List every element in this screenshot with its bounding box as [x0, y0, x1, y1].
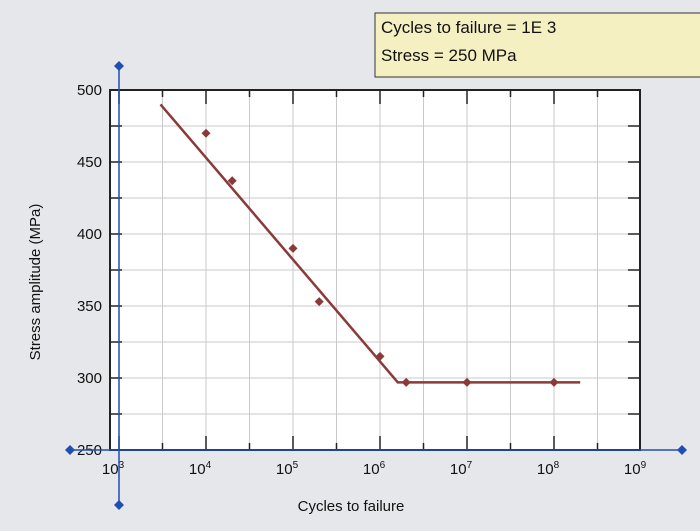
- x-tick-label: 108: [537, 460, 560, 478]
- cursor-handle-left[interactable]: [65, 445, 75, 455]
- readout-box: Cycles to failure = 1E 3 Stress = 250 MP…: [374, 12, 700, 78]
- x-tick-label: 107: [450, 460, 473, 478]
- x-tick-label: 104: [189, 460, 212, 478]
- x-tick-label: 105: [276, 460, 299, 478]
- readout-cycles: Cycles to failure = 1E 3: [381, 18, 556, 37]
- y-tick-label: 300: [77, 370, 102, 387]
- data-point: [375, 351, 385, 361]
- y-axis-title: Stress amplitude (MPa): [27, 204, 44, 361]
- tick-marks: [110, 90, 640, 450]
- data-point: [549, 377, 559, 387]
- y-tick-label: 400: [77, 226, 102, 243]
- y-tick-label: 500: [77, 82, 102, 99]
- x-tick-label: 103: [102, 460, 125, 478]
- cursor-handle-top[interactable]: [114, 61, 124, 71]
- data-point: [227, 176, 237, 186]
- readout-stress: Stress = 250 MPa: [381, 46, 517, 65]
- cursor-handle-right[interactable]: [677, 445, 687, 455]
- data-point: [314, 297, 324, 307]
- fit-line: [159, 103, 581, 384]
- x-tick-label: 106: [363, 460, 386, 478]
- data-point: [462, 377, 472, 387]
- data-point: [288, 243, 298, 253]
- series: [159, 103, 581, 387]
- x-axis-title: Cycles to failure: [298, 498, 405, 515]
- cursor-handle-bottom[interactable]: [114, 500, 124, 510]
- axis-titles: Cycles to failure Stress amplitude (MPa): [27, 204, 404, 515]
- y-tick-label: 450: [77, 154, 102, 171]
- data-point: [201, 128, 211, 138]
- readout-background: [374, 12, 700, 78]
- x-tick-label: 109: [624, 460, 647, 478]
- cursor-handles: [65, 61, 687, 510]
- y-tick-label: 350: [77, 298, 102, 315]
- data-point: [401, 377, 411, 387]
